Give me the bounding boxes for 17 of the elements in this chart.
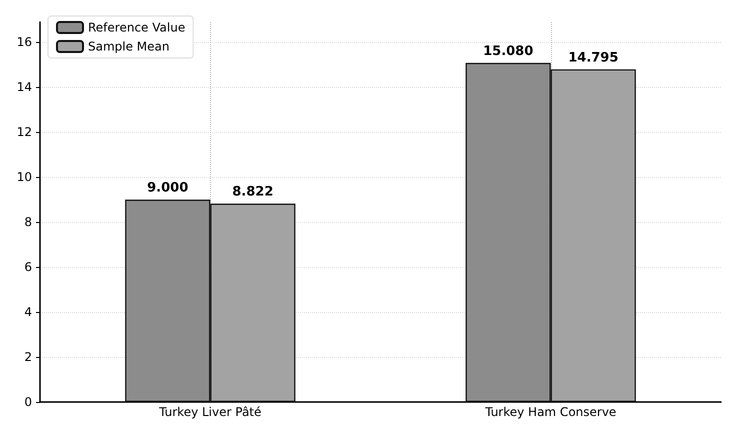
legend-label: Sample Mean bbox=[88, 40, 170, 54]
data-label: 15.080 bbox=[483, 44, 534, 59]
y-tick-label: 16 bbox=[16, 35, 32, 50]
data-label: 9.000 bbox=[147, 180, 188, 196]
data-label: 14.795 bbox=[568, 50, 618, 66]
y-tick-label: 6 bbox=[24, 260, 32, 274]
y-tick-label: 10 bbox=[16, 170, 32, 184]
y-tick-label: 12 bbox=[16, 125, 32, 140]
legend-label: Reference Value bbox=[88, 20, 186, 34]
y-tick-label: 4 bbox=[24, 305, 32, 320]
y-tick-label: 2 bbox=[24, 350, 32, 364]
y-tick-label: 0 bbox=[24, 395, 32, 409]
data-label: 8.822 bbox=[232, 184, 274, 200]
x-tick-label: Turkey Ham Conserve bbox=[484, 405, 616, 419]
x-tick-label: Turkey Liver Pâté bbox=[158, 405, 262, 419]
y-tick-label: 8 bbox=[24, 215, 32, 230]
y-tick-label: 14 bbox=[16, 80, 32, 94]
